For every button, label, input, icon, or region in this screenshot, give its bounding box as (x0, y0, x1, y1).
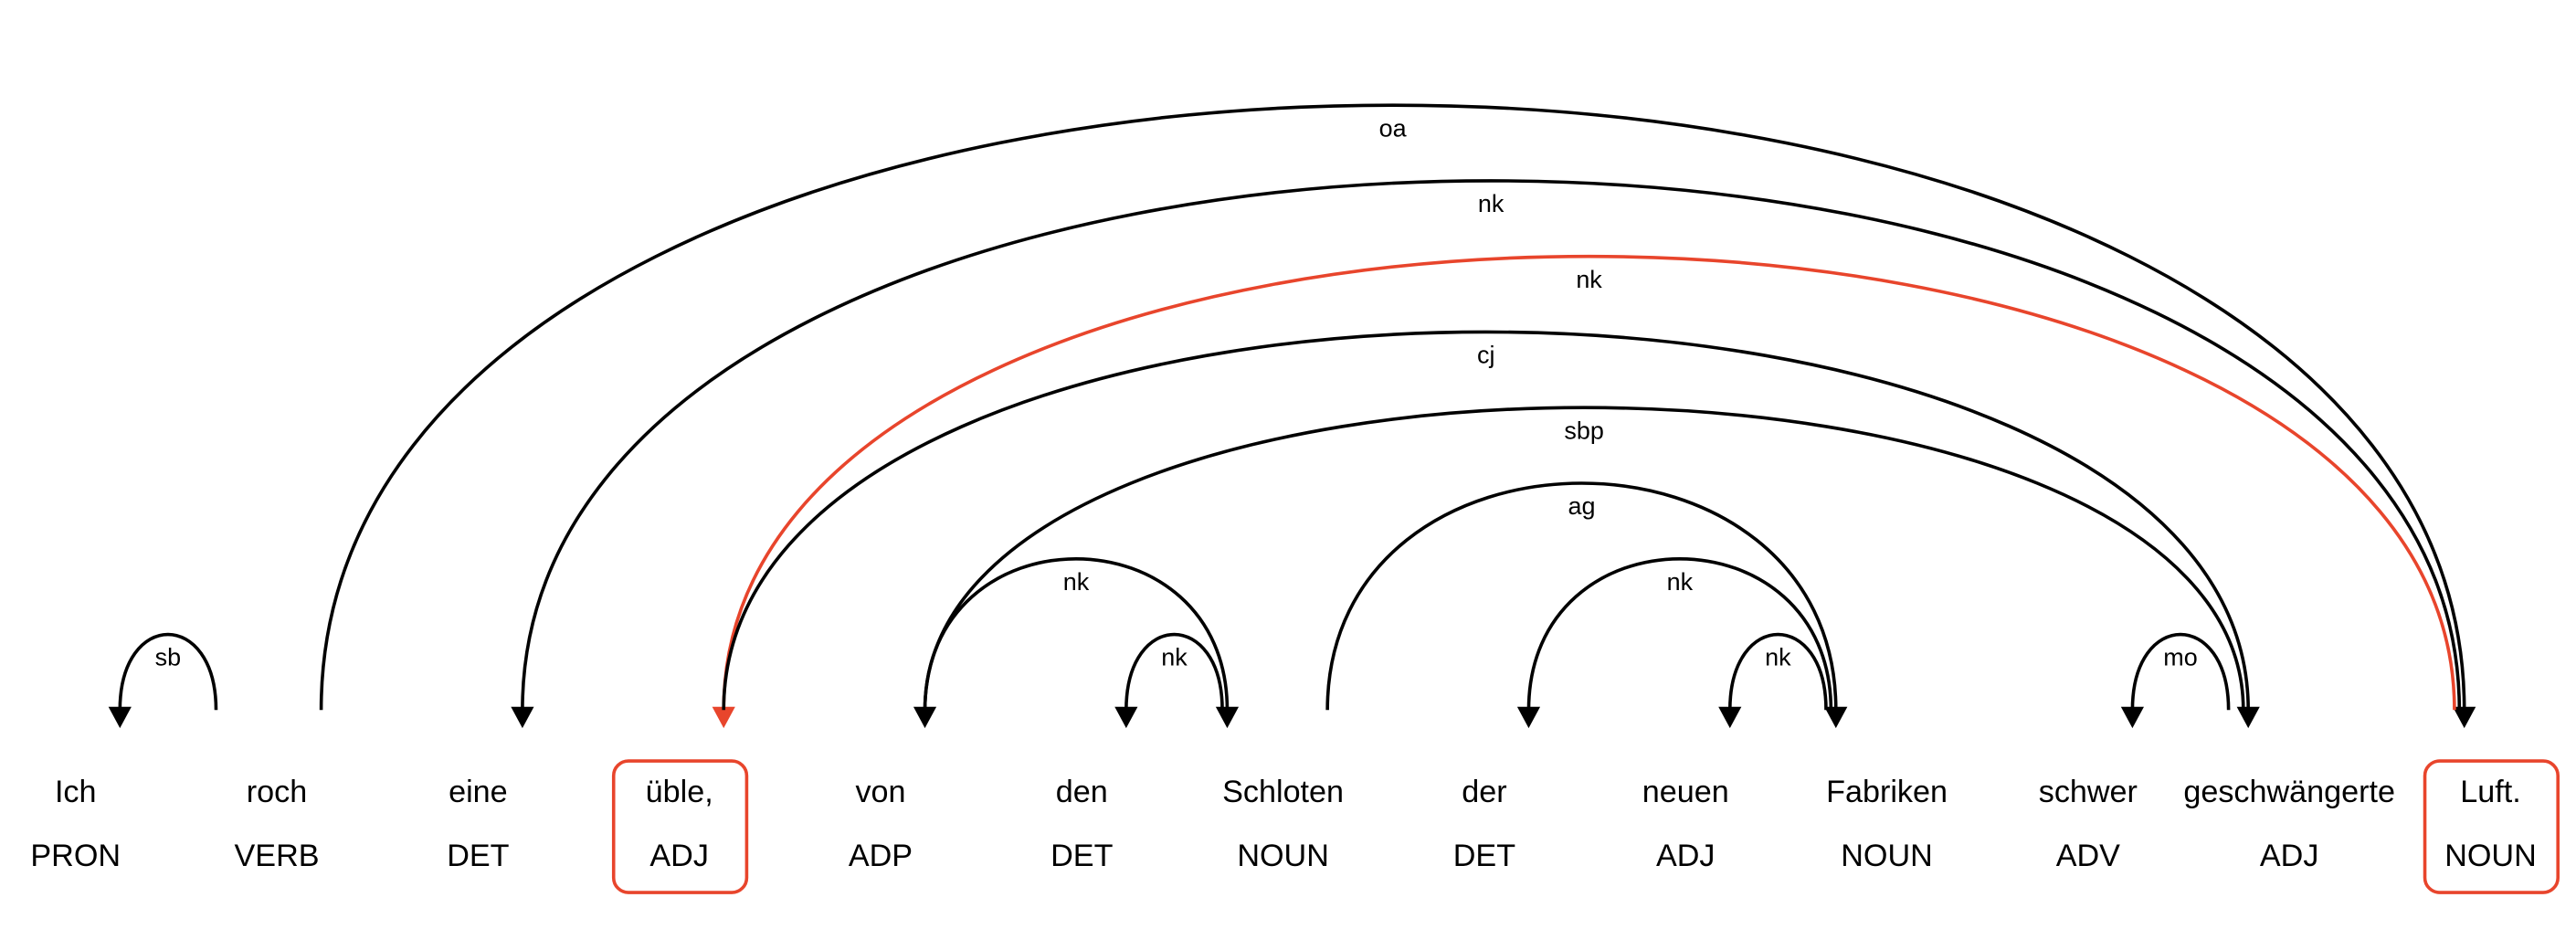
arrowhead (913, 706, 937, 729)
word: Luft. (2460, 775, 2520, 809)
arc (1325, 481, 1838, 711)
arrowhead (1215, 706, 1240, 729)
arc (722, 330, 2251, 711)
pos-tag: ADV (2056, 839, 2120, 873)
word: den (1056, 775, 1108, 809)
word: geschwängerte (2183, 775, 2395, 809)
arc (923, 406, 2245, 711)
highlight-box (2423, 759, 2560, 894)
word: von (855, 775, 905, 809)
word: der (1462, 775, 1506, 809)
word: Fabriken (1826, 775, 1948, 809)
arc (923, 556, 1230, 711)
pos-tag: ADP (849, 839, 913, 873)
arrowhead (2120, 706, 2145, 729)
arc (319, 103, 2466, 711)
arc-label: nk (1161, 644, 1188, 671)
pos-tag: DET (1050, 839, 1113, 873)
arc-label: sb (155, 644, 181, 671)
arrowhead (712, 706, 735, 729)
arc-label: nk (1478, 190, 1504, 217)
pos-tag: NOUN (2444, 839, 2537, 873)
arrowhead (1824, 706, 1848, 729)
arrowhead (2236, 706, 2260, 729)
arc (118, 632, 218, 711)
arc-label: nk (1063, 568, 1090, 596)
arc (1526, 556, 1833, 711)
word: eine (449, 775, 508, 809)
pos-tag: NOUN (1237, 839, 1329, 873)
arc (2130, 632, 2231, 711)
arc-label: nk (1667, 568, 1694, 596)
arrowhead (511, 706, 534, 729)
arc-label: nk (1765, 644, 1791, 671)
word: Schloten (1222, 775, 1344, 809)
arc (1124, 632, 1224, 711)
pos-tag: ADJ (2260, 839, 2319, 873)
pos-tag: DET (1453, 839, 1515, 873)
arrowhead (108, 706, 132, 729)
arc-label: oa (1379, 114, 1407, 142)
arc-label: sbp (1564, 417, 1603, 444)
highlight-box (611, 759, 749, 894)
arrowhead (2453, 706, 2476, 729)
word: üble, (646, 775, 713, 809)
arc-label: cj (1477, 342, 1494, 369)
arc-label: nk (1576, 266, 1602, 293)
pos-tag: PRON (30, 839, 121, 873)
word: schwer (2039, 775, 2138, 809)
arc (722, 255, 2456, 711)
pos-tag: ADJ (649, 839, 709, 873)
arc-label: mo (2163, 644, 2197, 671)
arrowhead (1516, 706, 1541, 729)
arc-label: ag (1568, 492, 1595, 520)
pos-tag: DET (447, 839, 509, 873)
arrowhead (1114, 706, 1138, 729)
word: Ich (55, 775, 97, 809)
pos-tag: NOUN (1841, 839, 1933, 873)
arrowhead (1718, 706, 1742, 729)
word: neuen (1642, 775, 1729, 809)
pos-tag: ADJ (1656, 839, 1716, 873)
arc (521, 179, 2462, 711)
pos-tag: VERB (235, 839, 320, 873)
word: roch (247, 775, 307, 809)
arc (1727, 632, 1828, 711)
